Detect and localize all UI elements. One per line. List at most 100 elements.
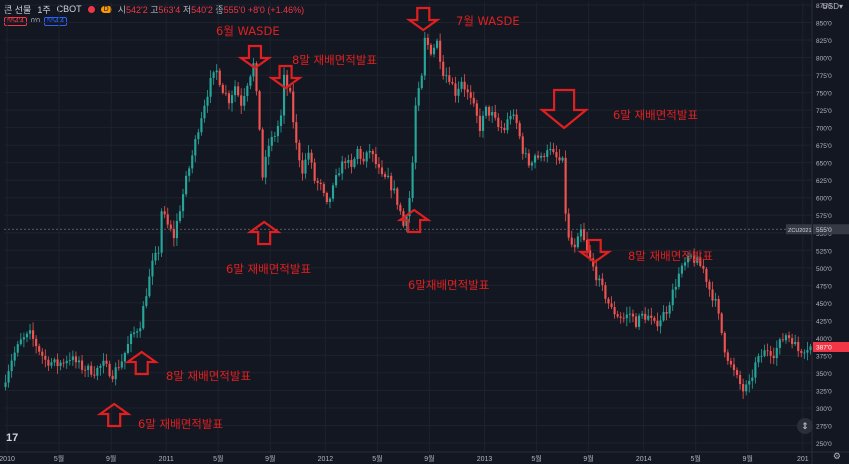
candle-body [258, 91, 261, 130]
last-price-badge: 387'0 [816, 344, 832, 351]
y-tick-label: 775'0 [816, 73, 832, 80]
candle-body [22, 337, 25, 340]
x-tick-label: 9월 [743, 454, 753, 463]
candle-body [634, 316, 638, 327]
candle-body [723, 332, 726, 353]
candle-body [558, 157, 561, 161]
candle-body [726, 352, 729, 361]
annotation-label: 6말 재배면적발표 [138, 417, 223, 431]
candle-body [359, 148, 362, 159]
candle-body [13, 352, 16, 361]
candle-body [338, 173, 341, 176]
current-price-badge-bg [813, 224, 849, 235]
ohlc-close: 555'0 [223, 4, 246, 15]
candle-body [766, 350, 769, 352]
x-tick-label: 2010 [0, 456, 15, 463]
candle-body [659, 320, 662, 327]
chart-header: 콘 선물 1주 CBOT D 시542'2 고563'4 저540'2 종555… [4, 2, 304, 16]
x-tick-label: 9월 [106, 454, 116, 463]
candle-body [472, 97, 475, 104]
candle-body [142, 305, 145, 329]
candle-body [466, 89, 469, 93]
y-tick-label: 425'0 [816, 318, 832, 325]
y-tick-label: 275'0 [816, 423, 832, 430]
candle-body [74, 356, 77, 363]
y-tick-label: 700'0 [816, 126, 832, 133]
y-tick-label: 725'0 [816, 108, 832, 115]
candle-body [93, 374, 96, 376]
candle-body [540, 155, 543, 158]
candle-body [735, 370, 739, 375]
candle-body [506, 119, 509, 131]
ohlc-open: 542'2 [126, 4, 148, 15]
candle-body [579, 229, 582, 237]
candle-body [53, 359, 56, 363]
last-price-badge-bg [813, 341, 849, 352]
candle-body [368, 150, 371, 153]
candle-body [686, 256, 690, 263]
x-tick-label: 5월 [213, 454, 223, 463]
candle-body [328, 198, 332, 202]
candle-body [84, 369, 87, 371]
annotation-arrow-down-icon [237, 44, 273, 70]
candle-body [371, 150, 374, 155]
candle-body [387, 175, 390, 177]
annotation-arrow-up-icon [246, 220, 282, 246]
candle-body [607, 298, 610, 304]
candle-body [601, 278, 604, 286]
buy-price-button[interactable]: 554'4 [44, 17, 67, 26]
candle-body [552, 148, 555, 153]
currency-selector[interactable]: USD▾ [822, 2, 843, 11]
candle-body [619, 316, 622, 318]
candle-body [524, 153, 527, 155]
candle-body [380, 167, 384, 175]
candle-body [613, 307, 616, 315]
candle-body [445, 75, 448, 77]
candle-body [96, 367, 99, 376]
candle-body [249, 76, 252, 86]
x-tick-label: 2012 [318, 456, 334, 463]
annotation-arrow-down-icon [405, 6, 441, 32]
interval-label[interactable]: 1주 [37, 4, 51, 15]
candle-body [497, 117, 500, 128]
candle-body [714, 299, 717, 301]
candle-body [778, 339, 781, 348]
candle-body [331, 185, 335, 199]
candle-body [47, 359, 50, 366]
candle-body [589, 250, 592, 259]
y-tick-label: 650'0 [816, 161, 832, 168]
candle-body [460, 81, 463, 89]
candle-body [243, 96, 246, 106]
candle-body [10, 360, 13, 372]
symbol-name[interactable]: 콘 선물 [4, 4, 32, 15]
candle-body [702, 265, 705, 269]
candle-body [708, 281, 711, 290]
market-status-dot-icon [87, 5, 95, 13]
sell-price-button[interactable]: 554'4 [4, 17, 27, 26]
ohlc-open-key: 시 [117, 4, 126, 15]
candle-body [203, 105, 206, 119]
candle-body [665, 312, 668, 314]
scale-reset-icon[interactable]: ⇕ [797, 418, 813, 434]
candle-body [794, 341, 797, 345]
current-price-tag-bg [786, 224, 812, 235]
gear-icon[interactable]: ⚙ [832, 451, 841, 461]
annotation-arrow-up-icon [396, 208, 432, 234]
ohlc-readout: 시542'2 고563'4 저540'2 종555'0 +8'0 (+1.46%… [118, 3, 304, 16]
candle-body [494, 111, 497, 118]
candle-body [56, 359, 59, 367]
candle-body [108, 363, 111, 376]
candle-body [677, 273, 680, 287]
y-tick-label: 875'0 [816, 3, 832, 10]
candle-body [693, 255, 696, 263]
x-tick-label: 9월 [265, 454, 275, 463]
candle-body [641, 313, 644, 316]
candle-body [760, 355, 763, 357]
candle-body [717, 299, 720, 314]
annotations: 6월 WASDE 8말 재배면적발표 7월 WASDE 6말 재배면적발표 8말 재배면… [96, 6, 713, 431]
candle-body [19, 339, 22, 345]
y-tick-label: 525'0 [816, 248, 832, 255]
candle-body [264, 156, 267, 178]
candle-body [325, 192, 328, 202]
